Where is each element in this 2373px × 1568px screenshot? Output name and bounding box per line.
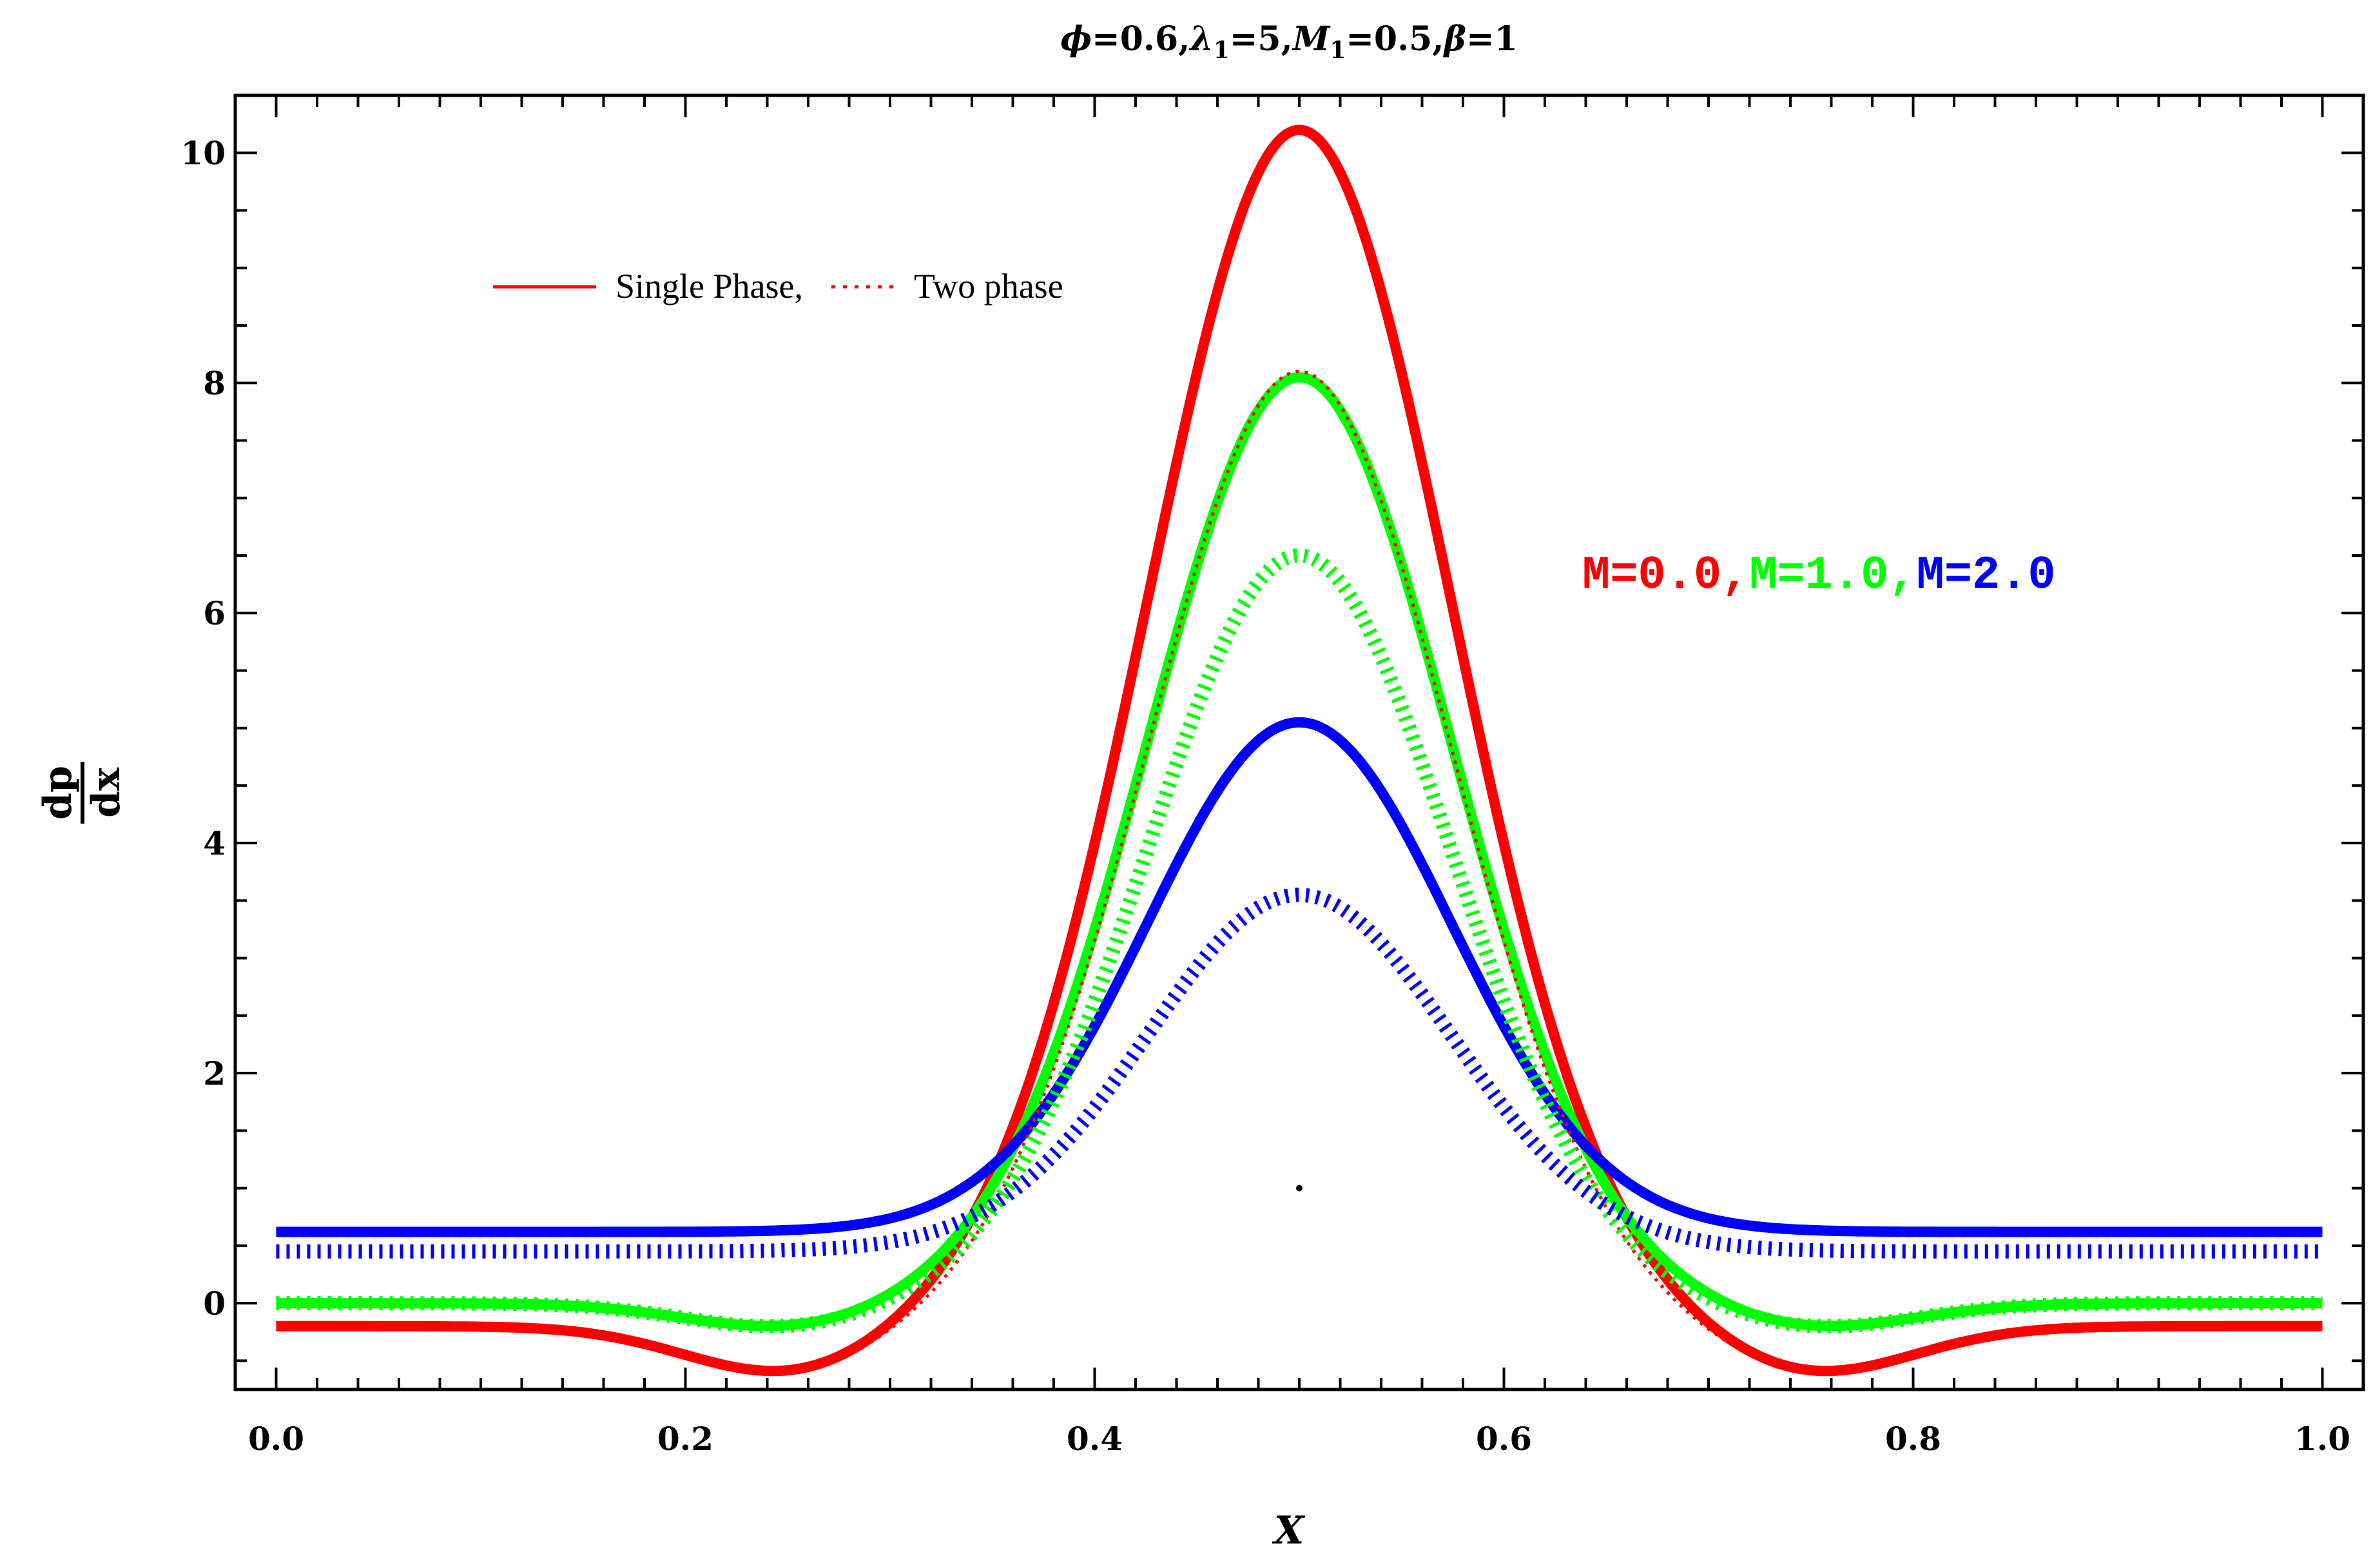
legend: Single Phase, Two phase [493, 267, 1063, 305]
legend-single-phase-label: Single Phase, [615, 267, 803, 305]
legend-two-phase-label: Two phase [914, 267, 1063, 305]
m-label-1: M=1.0 [1749, 549, 1888, 602]
y-tick-label: 6 [203, 594, 226, 632]
series-line-m-1-0-two-phase [276, 548, 2323, 1333]
y-axis-label: dp dx [35, 762, 129, 824]
x-tick-label: 0.2 [657, 1420, 713, 1458]
chart-title: ϕ=0.6,λ1=5,M1=0.5,β=1 [1060, 19, 1518, 64]
m-label-sep-2: , [1888, 549, 1916, 602]
x-tick-label: 0.0 [248, 1420, 304, 1458]
y-tick-label: 0 [203, 1284, 226, 1322]
x-tick-label: 1.0 [2294, 1420, 2350, 1458]
y-tick-label: 2 [203, 1054, 226, 1092]
y-axis-label-numerator: dp [35, 766, 81, 820]
m-label-0: M=0.0 [1582, 549, 1721, 602]
y-tick-label: 10 [180, 134, 226, 172]
y-tick-label: 8 [203, 364, 226, 402]
m-values-annotation: M=0.0,M=1.0,M=2.0 [1582, 549, 2056, 602]
series-line-m-2-0-single-phase [274, 717, 2325, 1237]
y-axis-label-denominator: dx [84, 767, 129, 818]
x-axis-label: X [1272, 1508, 1306, 1553]
series-line-m-0-0-single-phase [274, 124, 2325, 1377]
x-tick-label: 0.8 [1885, 1420, 1941, 1458]
x-tick-label: 0.4 [1067, 1420, 1123, 1458]
axis-ticks [235, 94, 2363, 1389]
x-tick-label: 0.6 [1476, 1420, 1532, 1458]
series-line-m-2-0-two-phase [276, 887, 2323, 1259]
series-layer [274, 124, 2325, 1377]
center-marker-point [1296, 1185, 1303, 1192]
y-tick-label: 4 [203, 824, 226, 862]
m-label-2: M=2.0 [1917, 549, 2056, 602]
m-label-sep-1: , [1721, 549, 1749, 602]
axis-tick-labels: 0.0 0.2 0.4 0.6 0.8 1.0 0 2 4 6 8 10 [180, 134, 2350, 1458]
